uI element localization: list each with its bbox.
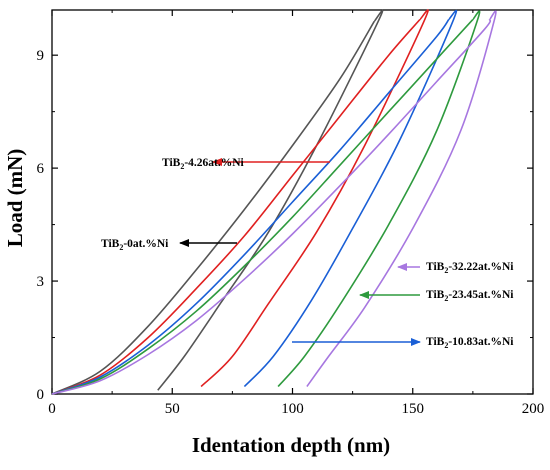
x-tick-label: 0	[48, 401, 56, 417]
x-tick-label: 50	[165, 401, 180, 417]
loading-curve-tib2-0at-ni	[51, 20, 375, 395]
x-axis-title: Identation depth (nm)	[192, 433, 390, 457]
curves-layer	[51, 9, 497, 395]
annotation-label-tib2-32-22at-ni: TiB2-32.22at.%Ni	[426, 261, 514, 275]
unloading-curve-tib2-10-83at-ni	[243, 9, 458, 388]
loading-curve-tib2-32-22at-ni	[51, 19, 492, 395]
y-tick-label: 0	[37, 387, 45, 403]
y-axis-title: Load (mN)	[3, 149, 27, 248]
annotation-label-tib2-23-45at-ni: TiB2-23.45at.%Ni	[426, 289, 514, 303]
y-tick-label: 6	[37, 161, 45, 177]
y-tick-label: 9	[37, 48, 45, 64]
y-axis: 0 3 6 9	[37, 48, 533, 403]
unloading-curve-tib2-4-26at-ni	[200, 9, 429, 388]
loading-curve-tib2-4-26at-ni	[51, 18, 421, 395]
x-axis: 0 50 100 150 200	[48, 10, 544, 417]
loading-curve-tib2-10-83at-ni	[51, 18, 450, 395]
annotation-label-tib2-0at-ni: TiB2-0at.%Ni	[101, 238, 169, 252]
x-tick-label: 100	[281, 401, 304, 417]
unloading-curve-tib2-23-45at-ni	[277, 10, 481, 388]
unloading-curve-tib2-0at-ni	[157, 10, 384, 391]
annotations-layer: TiB2-4.26at.%Ni TiB2-0at.%Ni TiB2-32.22at.…	[101, 157, 514, 350]
annotation-label-tib2-10-83at-ni: TiB2-10.83at.%Ni	[426, 336, 514, 350]
annotation-label-tib2-4-26at-ni: TiB2-4.26at.%Ni	[162, 157, 245, 171]
x-tick-label: 200	[522, 401, 545, 417]
unloading-curve-tib2-32-22at-ni	[306, 10, 497, 387]
y-tick-label: 3	[37, 274, 45, 290]
x-tick-label: 150	[402, 401, 425, 417]
loading-curve-tib2-23-45at-ni	[51, 18, 474, 395]
